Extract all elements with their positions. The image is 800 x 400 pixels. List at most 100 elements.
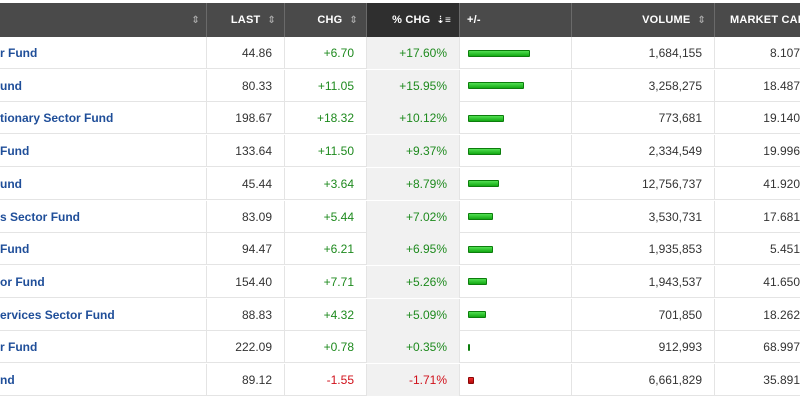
fund-name-link[interactable]: r Fund: [0, 331, 206, 363]
table-row[interactable]: s Sector Fund 83.09 +5.44 +7.02% 3,530,731 17…: [0, 200, 800, 233]
market-cap-value: 19.996: [714, 135, 800, 168]
change-bar-cell: [459, 233, 571, 266]
header-chg-label: CHG: [317, 14, 343, 26]
change-bar: [468, 147, 501, 155]
percent-change: +8.79%: [366, 167, 459, 200]
table-header: ⇕ LAST ⇕ CHG ⇕ % CHG ⇣≡ +/- VOLUME ⇕ MAR…: [0, 3, 800, 37]
fund-name-link[interactable]: Fund: [0, 135, 206, 167]
change-bar-cell: [459, 298, 571, 331]
change-bar-cell: [459, 69, 571, 102]
table-row[interactable]: ervices Sector Fund 88.83 +4.32 +5.09% 701,8…: [0, 298, 800, 331]
volume-value: 2,334,549: [571, 135, 714, 168]
percent-change: +5.26%: [366, 265, 459, 298]
fund-name: Fund: [0, 242, 30, 257]
change-value: +7.71: [284, 265, 366, 298]
market-cap-value: 68.997: [714, 331, 800, 364]
last-price: 154.40: [206, 265, 284, 298]
fund-name-link[interactable]: or Fund: [0, 266, 206, 298]
fund-name-link[interactable]: ervices Sector Fund: [0, 299, 206, 331]
percent-change: +5.09%: [366, 298, 459, 331]
volume-value: 12,756,737: [571, 167, 714, 200]
table-row[interactable]: nd 89.12 -1.55 -1.71% 6,661,829 35.891: [0, 364, 800, 396]
last-price: 45.44: [206, 167, 284, 200]
fund-name: und: [0, 176, 22, 191]
change-value: +0.78: [284, 331, 366, 364]
last-price: 44.86: [206, 37, 284, 69]
last-price: 133.64: [206, 135, 284, 168]
sort-icon: ⇕: [349, 14, 358, 26]
volume-value: 773,681: [571, 102, 714, 135]
fund-name: Fund: [0, 144, 30, 159]
fund-name: ervices Sector Fund: [0, 307, 115, 322]
change-bar: [468, 376, 474, 384]
fund-name-link[interactable]: Fund: [0, 233, 206, 265]
header-pct-chg[interactable]: % CHG ⇣≡: [366, 3, 459, 37]
table-row[interactable]: tionary Sector Fund 198.67 +18.32 +10.12% 77…: [0, 102, 800, 135]
market-cap-value: 41.650: [714, 265, 800, 298]
fund-name: r Fund: [0, 340, 38, 355]
change-bar: [468, 180, 499, 188]
sort-icon: ⇕: [191, 14, 200, 26]
header-last-label: LAST: [230, 14, 261, 26]
last-price: 94.47: [206, 233, 284, 266]
table-row[interactable]: und 80.33 +11.05 +15.95% 3,258,275 18.487: [0, 69, 800, 102]
change-bar: [468, 311, 486, 319]
fund-name-link[interactable]: und: [0, 70, 206, 102]
table-row[interactable]: or Fund 154.40 +7.71 +5.26% 1,943,537 41.650: [0, 265, 800, 298]
change-bar: [468, 278, 487, 286]
last-price: 222.09: [206, 331, 284, 364]
table-row[interactable]: r Fund 222.09 +0.78 +0.35% 912,993 68.997: [0, 331, 800, 364]
sort-icon: ⇕: [267, 14, 276, 26]
header-chg[interactable]: CHG ⇕: [284, 3, 366, 37]
table-row[interactable]: Fund 133.64 +11.50 +9.37% 2,334,549 19.996: [0, 135, 800, 168]
fund-name: s Sector Fund: [0, 209, 81, 224]
volume-value: 3,258,275: [571, 69, 714, 102]
header-last[interactable]: LAST ⇕: [206, 3, 284, 37]
change-value: +5.44: [284, 200, 366, 233]
change-value: +18.32: [284, 102, 366, 135]
change-bar-cell: [459, 167, 571, 200]
percent-change: +6.95%: [366, 233, 459, 266]
volume-value: 912,993: [571, 331, 714, 364]
market-cap-value: 17.681: [714, 200, 800, 233]
last-price: 89.12: [206, 364, 284, 396]
fund-name-link[interactable]: nd: [0, 364, 206, 396]
change-bar-cell: [459, 364, 571, 396]
fund-name: r Fund: [0, 46, 38, 60]
change-bar-cell: [459, 135, 571, 168]
change-bar: [468, 49, 530, 57]
change-bar: [468, 245, 493, 253]
sort-icon: ⇕: [697, 14, 706, 26]
fund-name: und: [0, 78, 22, 93]
table-row[interactable]: Fund 94.47 +6.21 +6.95% 1,935,853 5.451: [0, 233, 800, 266]
market-cap-value: 35.891: [714, 364, 800, 396]
change-bar: [468, 343, 470, 351]
change-bar-cell: [459, 37, 571, 69]
last-price: 83.09: [206, 200, 284, 233]
change-bar-cell: [459, 265, 571, 298]
market-cap-value: 18.262: [714, 298, 800, 331]
header-name[interactable]: ⇕: [0, 3, 206, 37]
change-bar: [468, 114, 504, 122]
fund-name: tionary Sector Fund: [0, 111, 114, 126]
header-bar-label: +/-: [467, 14, 481, 26]
change-value: +6.21: [284, 233, 366, 266]
header-market-cap[interactable]: MARKET CAP: [714, 3, 800, 37]
change-value: -1.55: [284, 364, 366, 396]
fund-name-link[interactable]: und: [0, 168, 206, 200]
market-cap-value: 8.107: [714, 37, 800, 69]
percent-change: +7.02%: [366, 200, 459, 233]
fund-name-link[interactable]: tionary Sector Fund: [0, 102, 206, 134]
fund-name-link[interactable]: s Sector Fund: [0, 201, 206, 233]
table-row[interactable]: und 45.44 +3.64 +8.79% 12,756,737 41.920: [0, 167, 800, 200]
percent-change: +17.60%: [366, 37, 459, 69]
percent-change: +10.12%: [366, 102, 459, 135]
table-row[interactable]: r Fund 44.86 +6.70 +17.60% 1,684,155 8.107: [0, 37, 800, 69]
last-price: 198.67: [206, 102, 284, 135]
fund-name: nd: [0, 373, 15, 387]
change-bar-cell: [459, 200, 571, 233]
percent-change: +15.95%: [366, 69, 459, 102]
header-volume[interactable]: VOLUME ⇕: [571, 3, 714, 37]
fund-name-link[interactable]: r Fund: [0, 37, 206, 69]
change-value: +6.70: [284, 37, 366, 69]
